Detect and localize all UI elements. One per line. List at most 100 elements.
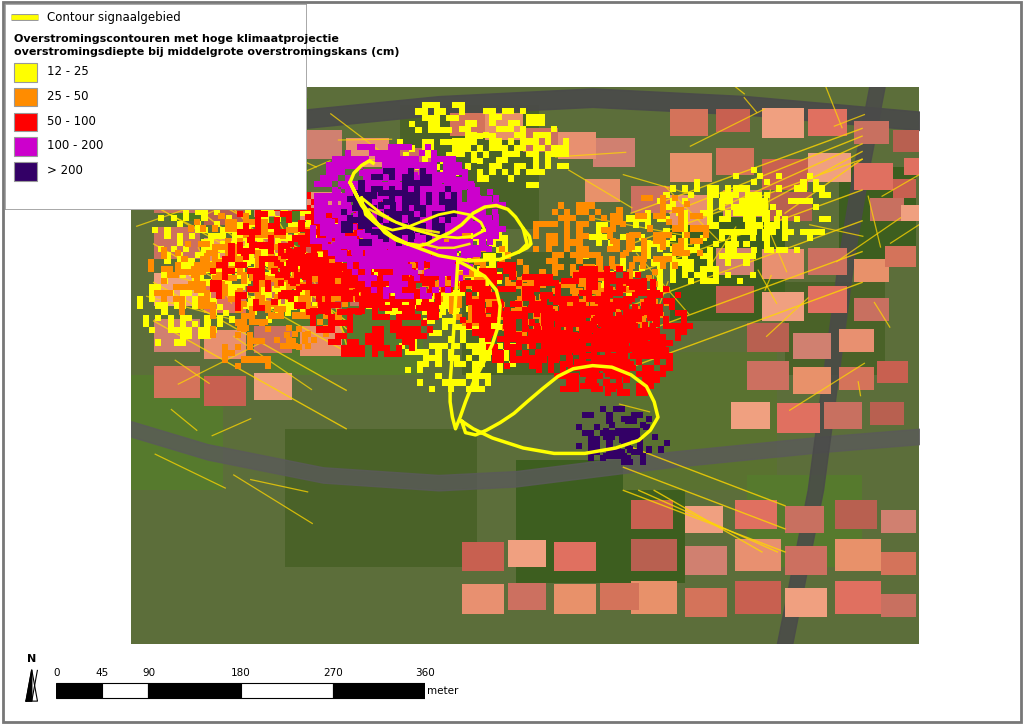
- Bar: [410, 121, 416, 127]
- Polygon shape: [26, 670, 32, 701]
- Bar: [310, 251, 316, 257]
- Bar: [713, 241, 719, 247]
- Bar: [713, 185, 719, 192]
- Bar: [420, 180, 426, 186]
- Bar: [567, 296, 573, 303]
- Bar: [427, 213, 433, 219]
- Bar: [428, 278, 434, 284]
- Bar: [239, 222, 245, 229]
- Bar: [313, 193, 319, 199]
- Bar: [484, 355, 490, 361]
- Bar: [354, 253, 360, 259]
- Bar: [608, 452, 614, 459]
- Bar: [360, 289, 367, 295]
- Bar: [564, 233, 570, 240]
- Bar: [521, 324, 528, 329]
- Bar: [394, 206, 400, 211]
- Bar: [282, 290, 288, 296]
- Bar: [407, 236, 413, 243]
- Bar: [541, 301, 547, 307]
- Bar: [455, 190, 461, 196]
- Bar: [302, 332, 308, 338]
- Bar: [480, 258, 486, 265]
- Bar: [428, 244, 434, 250]
- Bar: [432, 217, 438, 223]
- Bar: [396, 257, 427, 279]
- Bar: [373, 245, 379, 252]
- Bar: [397, 237, 403, 244]
- Bar: [210, 268, 216, 274]
- Bar: [180, 296, 186, 303]
- Bar: [316, 258, 323, 264]
- Bar: [446, 198, 453, 204]
- Bar: [267, 248, 273, 254]
- Bar: [587, 383, 593, 390]
- Bar: [494, 201, 500, 208]
- Bar: [567, 315, 573, 321]
- Bar: [330, 208, 336, 214]
- Bar: [318, 290, 325, 296]
- Bar: [406, 227, 412, 233]
- Bar: [647, 303, 653, 308]
- Bar: [496, 126, 502, 132]
- Bar: [553, 344, 559, 350]
- Bar: [652, 312, 658, 318]
- Bar: [456, 206, 462, 211]
- Bar: [523, 271, 529, 277]
- Bar: [220, 258, 226, 264]
- Bar: [205, 315, 211, 321]
- Bar: [223, 310, 229, 316]
- Bar: [496, 247, 502, 253]
- Bar: [143, 321, 150, 327]
- Bar: [459, 219, 465, 225]
- Bar: [329, 327, 335, 332]
- Bar: [360, 270, 367, 277]
- Bar: [416, 250, 422, 256]
- Bar: [383, 237, 389, 244]
- Bar: [758, 222, 764, 229]
- Bar: [450, 181, 456, 187]
- Bar: [568, 346, 574, 353]
- Bar: [496, 278, 502, 284]
- Bar: [403, 214, 410, 220]
- Bar: [622, 349, 628, 355]
- Bar: [410, 296, 416, 303]
- Bar: [354, 282, 360, 288]
- Bar: [597, 330, 603, 337]
- Bar: [617, 390, 624, 395]
- Bar: [571, 275, 578, 281]
- Bar: [631, 581, 677, 613]
- Bar: [373, 264, 379, 269]
- Bar: [335, 302, 341, 308]
- Bar: [694, 185, 700, 192]
- Bar: [713, 266, 719, 272]
- Bar: [378, 314, 384, 320]
- Bar: [502, 169, 508, 175]
- Bar: [355, 278, 361, 284]
- Bar: [472, 379, 478, 386]
- Bar: [341, 207, 347, 213]
- Bar: [750, 210, 756, 216]
- Bar: [459, 237, 465, 244]
- Bar: [428, 219, 434, 225]
- Bar: [396, 201, 402, 207]
- Bar: [682, 185, 688, 192]
- Bar: [364, 236, 370, 243]
- Bar: [312, 284, 318, 290]
- Bar: [594, 449, 600, 455]
- Bar: [446, 256, 453, 262]
- Bar: [471, 247, 477, 253]
- Bar: [347, 215, 353, 221]
- Bar: [591, 306, 597, 312]
- Bar: [373, 266, 379, 272]
- Bar: [325, 229, 331, 235]
- Bar: [412, 221, 418, 227]
- Bar: [560, 342, 566, 349]
- Bar: [672, 195, 678, 201]
- Bar: [275, 216, 282, 222]
- Bar: [267, 242, 273, 248]
- Bar: [578, 306, 584, 312]
- Bar: [453, 138, 459, 145]
- Bar: [367, 204, 373, 210]
- Bar: [356, 215, 362, 221]
